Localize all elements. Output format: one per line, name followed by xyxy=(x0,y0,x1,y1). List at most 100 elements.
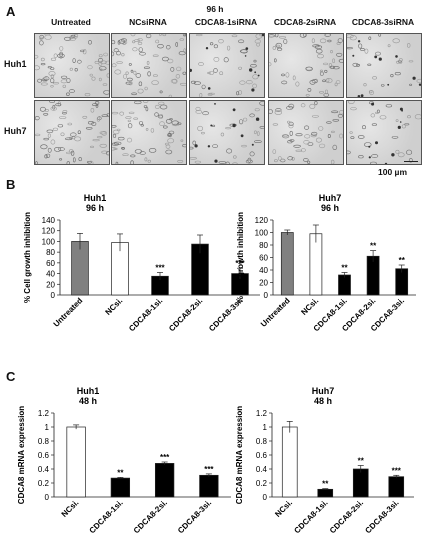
cell-mark xyxy=(154,112,159,117)
cell-mark xyxy=(324,69,328,73)
cell-mark xyxy=(91,76,96,81)
cell-mark xyxy=(326,121,332,124)
y-tick-label: 100 xyxy=(255,229,269,238)
cell-mark xyxy=(99,68,103,72)
cell-mark xyxy=(213,44,219,49)
y-tick-label: 20 xyxy=(46,280,55,289)
cell-mark xyxy=(74,67,78,72)
cell-mark xyxy=(295,149,303,152)
row-label: Huh1 xyxy=(4,59,27,69)
cell-mark xyxy=(324,89,328,95)
cell-mark xyxy=(94,101,100,105)
cell-mark xyxy=(48,71,56,77)
dead-cell-mark xyxy=(391,153,395,157)
cell-mark xyxy=(74,136,82,142)
cell-mark xyxy=(291,156,295,161)
cell-mark xyxy=(180,139,184,142)
cell-mark xyxy=(314,45,323,49)
y-tick-label: 0.4 xyxy=(38,465,50,474)
cell-mark xyxy=(39,34,44,40)
cell-mark xyxy=(52,127,59,131)
dead-cell-mark xyxy=(371,102,375,106)
y-tick-label: 0 xyxy=(263,493,268,502)
category-label: CDCA8-1si. xyxy=(88,498,125,535)
cell-mark xyxy=(82,115,88,119)
y-tick-label: 80 xyxy=(46,248,55,257)
cell-mark xyxy=(259,126,264,129)
y-tick-label: 20 xyxy=(259,279,268,288)
y-tick-label: 0.8 xyxy=(256,437,268,446)
cell-mark xyxy=(165,118,173,124)
micrograph-image xyxy=(268,100,344,165)
cell-mark xyxy=(46,129,54,133)
cell-mark xyxy=(218,39,224,44)
cell-mark xyxy=(331,159,335,164)
bar xyxy=(395,268,409,296)
cell-mark xyxy=(311,131,318,136)
significance-label: ** xyxy=(370,242,377,251)
chart-title: Huh1 xyxy=(84,193,107,203)
significance-label: ** xyxy=(341,264,348,273)
cell-mark xyxy=(358,43,363,49)
cell-mark xyxy=(137,41,143,45)
cell-mark xyxy=(40,63,46,66)
dead-cell-mark xyxy=(251,143,254,146)
cell-mark xyxy=(305,93,310,97)
cell-mark xyxy=(137,88,144,94)
significance-label: *** xyxy=(204,465,214,474)
cell-mark xyxy=(116,61,123,64)
micrograph-image xyxy=(111,33,187,98)
cell-mark xyxy=(335,80,341,85)
y-tick-label: 1 xyxy=(263,423,268,432)
cell-mark xyxy=(279,35,287,39)
cell-mark xyxy=(337,113,343,118)
dead-cell-mark xyxy=(207,87,211,90)
cell-mark xyxy=(112,63,117,68)
cell-mark xyxy=(347,47,353,50)
cell-mark xyxy=(254,108,260,112)
significance-label: *** xyxy=(392,466,402,475)
cell-mark xyxy=(318,143,326,149)
cell-mark xyxy=(92,138,100,142)
cell-mark xyxy=(147,159,151,163)
cell-mark xyxy=(310,133,317,138)
cell-mark xyxy=(193,81,201,85)
cell-mark xyxy=(101,114,109,117)
cell-mark xyxy=(269,62,272,67)
y-tick-label: 120 xyxy=(42,227,56,236)
cell-mark xyxy=(47,66,52,69)
dead-cell-mark xyxy=(412,76,416,80)
cell-mark xyxy=(362,125,367,130)
cell-mark xyxy=(392,38,400,44)
cell-mark xyxy=(96,135,103,139)
y-tick-label: 0.2 xyxy=(38,479,50,488)
bar xyxy=(280,232,294,296)
cell-mark xyxy=(112,147,117,151)
cell-mark xyxy=(127,119,131,123)
dead-cell-mark xyxy=(232,123,236,128)
cell-mark xyxy=(348,101,355,104)
cell-mark xyxy=(254,39,261,44)
cell-mark xyxy=(218,161,226,164)
cell-mark xyxy=(309,103,316,109)
cell-mark xyxy=(226,45,231,51)
dead-cell-mark xyxy=(368,145,371,148)
cell-mark xyxy=(164,142,170,146)
y-tick-label: 0.4 xyxy=(256,465,268,474)
cell-mark xyxy=(126,77,133,82)
cell-mark xyxy=(391,136,399,139)
cell-mark xyxy=(130,154,136,158)
cell-mark xyxy=(103,52,109,57)
cell-mark xyxy=(330,50,333,54)
cell-mark xyxy=(371,154,379,158)
category-label: Untreated xyxy=(259,296,292,329)
cell-mark xyxy=(115,161,119,164)
cell-mark xyxy=(249,113,255,118)
cell-mark xyxy=(143,66,150,69)
cell-mark xyxy=(182,144,186,148)
cell-mark xyxy=(146,60,150,65)
cell-mark xyxy=(162,34,167,37)
cell-mark xyxy=(295,133,303,137)
y-tick-label: 140 xyxy=(42,216,56,225)
cell-mark xyxy=(95,104,99,108)
